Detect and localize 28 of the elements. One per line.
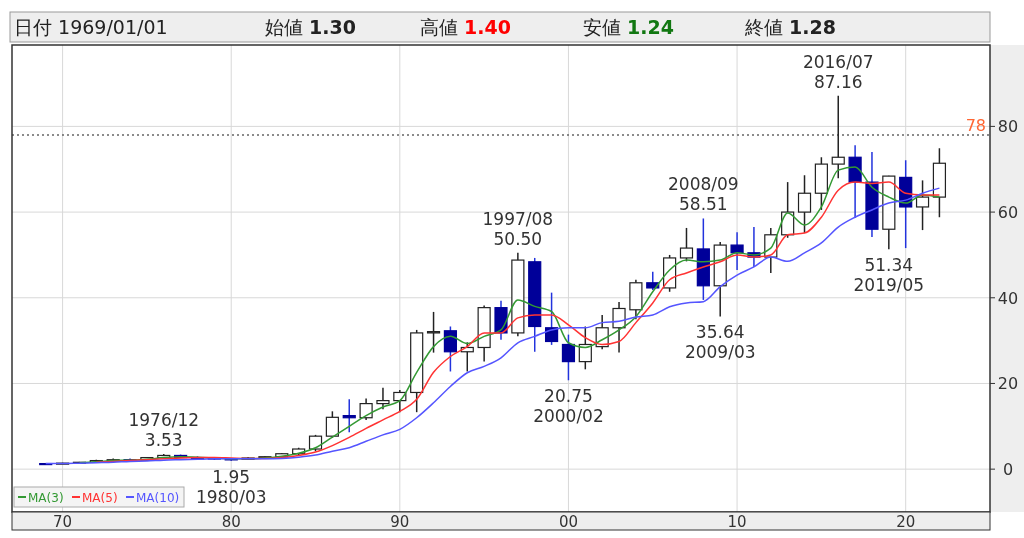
- x-tick-label: 10: [727, 513, 747, 531]
- x-tick-label: 80: [221, 513, 241, 531]
- legend-label: MA(10): [136, 491, 180, 505]
- annotation: 35.64 2009/03: [684, 322, 756, 363]
- text: 日付 1969/01/01: [14, 16, 168, 38]
- y-tick-label: 20: [997, 374, 1019, 394]
- text: 安値 1.24: [583, 16, 674, 38]
- annotation: 1.95 1980/03: [195, 466, 267, 507]
- legend-label: MA(3): [28, 491, 64, 505]
- annotation: 1997/08 50.50: [482, 208, 554, 249]
- ref-line-label: 78: [965, 115, 986, 135]
- x-tick-label: 00: [558, 513, 578, 531]
- x-tick-label: 20: [896, 513, 916, 531]
- text: 高値 1.40: [420, 16, 511, 38]
- x-tick-label: 70: [53, 513, 73, 531]
- annotation: 1976/12 3.53: [128, 410, 200, 451]
- y-tick-label: 40: [997, 288, 1019, 308]
- annotation: 20.75 2000/02: [533, 386, 604, 427]
- annotation: 51.34 2019/05: [853, 255, 925, 296]
- y-tick-label: 80: [997, 117, 1019, 137]
- y-tick-label: 0: [1002, 460, 1014, 480]
- y-tick-label: 60: [997, 203, 1019, 223]
- text: 始値 1.30: [265, 16, 356, 38]
- annotation: 2016/07 87.16: [802, 51, 874, 92]
- x-tick-label: 90: [390, 513, 410, 531]
- legend-label: MA(5): [82, 491, 118, 505]
- text: 終値 1.28: [744, 16, 836, 38]
- annotation: 2008/09 58.51: [668, 174, 739, 215]
